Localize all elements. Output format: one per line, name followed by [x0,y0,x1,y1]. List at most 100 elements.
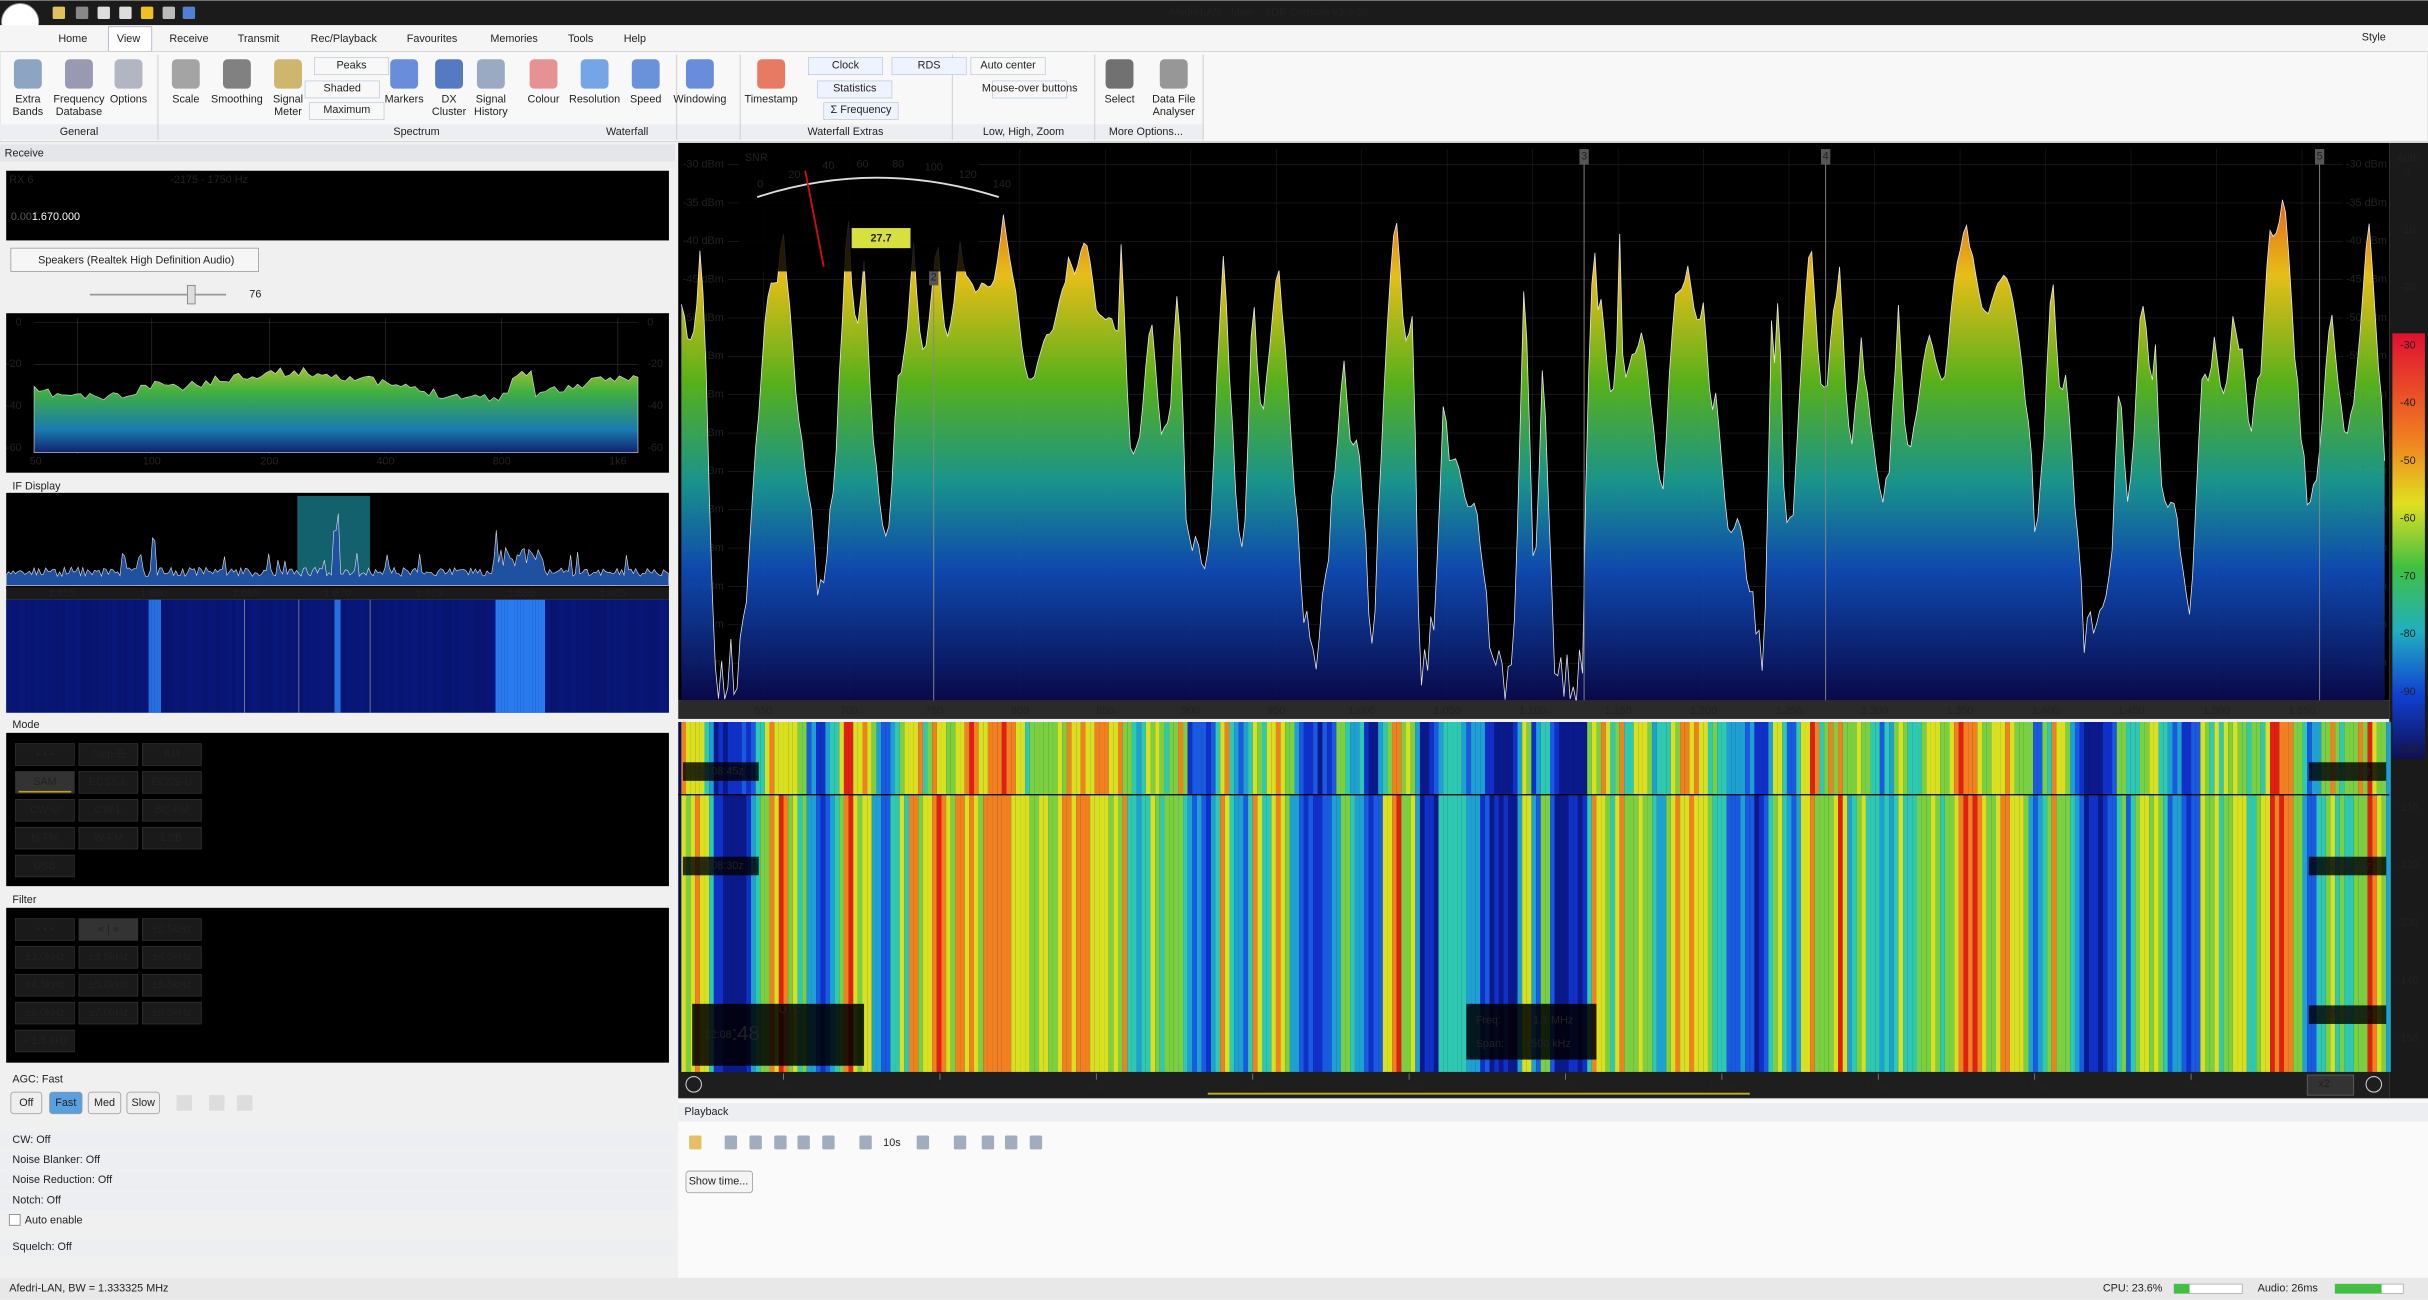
panel-button[interactable] [15,826,75,850]
playback-tool[interactable] [822,1135,835,1150]
playback-tool[interactable] [689,1135,702,1150]
menu-item[interactable]: Rec/Playback [311,33,378,45]
ribbon-button-label[interactable]: Frequency [53,93,105,105]
agc-button[interactable] [10,1091,43,1115]
ribbon-button-icon[interactable] [435,59,463,89]
quick-access-icon[interactable] [75,6,89,19]
ribbon-button-label[interactable]: Markers [385,93,425,105]
squelch-header[interactable]: Squelch: Off [12,1241,72,1253]
panel-button[interactable] [15,974,75,997]
panel-button[interactable] [78,974,139,997]
agc-graph-icon[interactable] [236,1095,253,1111]
ribbon-small-button[interactable] [817,80,893,99]
menu-item[interactable]: View [117,33,140,45]
show-time-button[interactable] [685,1170,753,1194]
agc-icon[interactable] [209,1095,225,1111]
ribbon-button-label[interactable]: Signal [476,93,506,105]
ribbon-button-label[interactable]: Options [110,93,148,105]
panel-button[interactable] [142,799,202,822]
ribbon-small-button[interactable] [891,57,967,76]
auto-enable-checkbox[interactable] [8,1214,21,1226]
quick-access-icon[interactable] [182,6,196,19]
marker-tag[interactable] [1579,149,1589,165]
panel-button-label[interactable]: « | » [98,923,119,935]
ribbon-button-icon[interactable] [171,59,200,89]
menu-item[interactable]: Home [58,33,87,45]
scroll-right-button[interactable] [2365,1076,2383,1093]
ribbon-button-icon[interactable] [114,59,143,89]
section-header[interactable]: Noise Blanker: Off [12,1154,101,1166]
audio-device-dropdown[interactable] [10,247,259,272]
menu-item[interactable]: Transmit [238,33,280,45]
panel-button[interactable] [142,974,202,997]
playback-tool[interactable] [859,1135,872,1150]
section-header[interactable]: Notch: Off [12,1194,62,1206]
ribbon-button-label[interactable]: Data File [1152,93,1195,105]
ribbon-button-icon[interactable] [13,59,42,89]
ribbon-button-icon[interactable] [274,59,302,89]
zoom-label[interactable]: x2 [2319,1078,2330,1090]
ribbon-button-label[interactable]: Windowing [673,93,726,105]
ribbon-button-label[interactable]: History [474,106,508,118]
quick-access-icon[interactable] [119,6,132,19]
playback-tool[interactable] [797,1135,810,1150]
ribbon-button-label[interactable]: RDS [918,59,941,71]
panel-button-label[interactable]: ±2.5kHz [152,923,192,935]
panel-button[interactable] [78,771,139,794]
ribbon-small-button[interactable] [807,57,883,76]
menu-item[interactable]: Help [624,33,646,45]
agc-button[interactable] [49,1091,83,1115]
show-time-label[interactable]: Show time... [689,1176,749,1188]
panel-button-label[interactable]: ±8.0kHz [152,1007,192,1019]
ribbon-small-button[interactable] [309,102,385,120]
ribbon-button-icon[interactable] [1105,59,1134,89]
panel-button[interactable] [15,771,75,794]
playback-tool[interactable] [749,1135,762,1150]
ribbon-button-icon[interactable] [1159,59,1188,89]
ribbon-small-button[interactable] [992,80,1068,99]
panel-button-label[interactable]: ±4.5kHz [25,979,65,991]
playback-tool[interactable] [916,1135,930,1150]
panel-button[interactable] [142,946,202,969]
panel-button-label[interactable]: LSB [162,832,182,844]
panel-button[interactable] [15,918,75,941]
ribbon-button-icon[interactable] [580,59,609,89]
panel-button-label[interactable]: ±6.0kHz [25,1007,65,1019]
panel-button[interactable] [142,826,202,850]
panel-button[interactable] [142,918,202,941]
quick-access-icon[interactable] [97,6,110,19]
panel-button[interactable] [78,918,139,941]
panel-button-label[interactable]: USB [34,860,56,872]
quick-access-icon[interactable] [162,6,175,19]
agc-button-label[interactable]: Med [94,1097,115,1109]
panel-button-label[interactable]: ±3.0kHz [25,951,65,963]
agc-button-label[interactable]: Fast [55,1097,76,1109]
playback-tool[interactable] [724,1135,738,1150]
panel-button-label[interactable]: AM [164,748,180,760]
ribbon-small-button[interactable] [970,57,1046,76]
ribbon-button-label[interactable]: Timestamp [745,93,798,105]
playback-tool[interactable] [1004,1135,1018,1150]
panel-button-label[interactable]: ECSS-U [151,776,192,788]
ribbon-button-label[interactable]: Smoothing [211,93,263,105]
panel-button[interactable] [15,743,75,766]
panel-button-label[interactable]: CW-U [30,804,59,816]
panel-button[interactable] [15,854,75,878]
playback-tool[interactable] [1029,1135,1043,1150]
ribbon-button-label[interactable]: Mouse-over buttons [982,83,1078,95]
ribbon-button-icon[interactable] [65,59,93,89]
ribbon-small-button[interactable] [823,102,899,120]
ribbon-button-label[interactable]: Meter [274,106,302,118]
ribbon-small-button[interactable] [314,57,389,76]
panel-button-label[interactable]: ±5.5kHz [152,979,192,991]
ribbon-button-label[interactable]: Extra [15,93,41,105]
panel-button[interactable] [15,799,75,822]
quick-access-icon[interactable] [140,6,154,19]
menu-item[interactable]: Receive [169,33,208,45]
ribbon-button-label[interactable]: Select [1104,93,1134,105]
marker-label[interactable]: 5 [2317,151,2323,163]
panel-button-label[interactable]: ±3.5kHz [89,951,129,963]
style-menu[interactable]: Style [2362,31,2386,43]
panel-button-label[interactable]: ±5.0kHz [89,979,129,991]
ribbon-button-icon[interactable] [757,59,786,89]
